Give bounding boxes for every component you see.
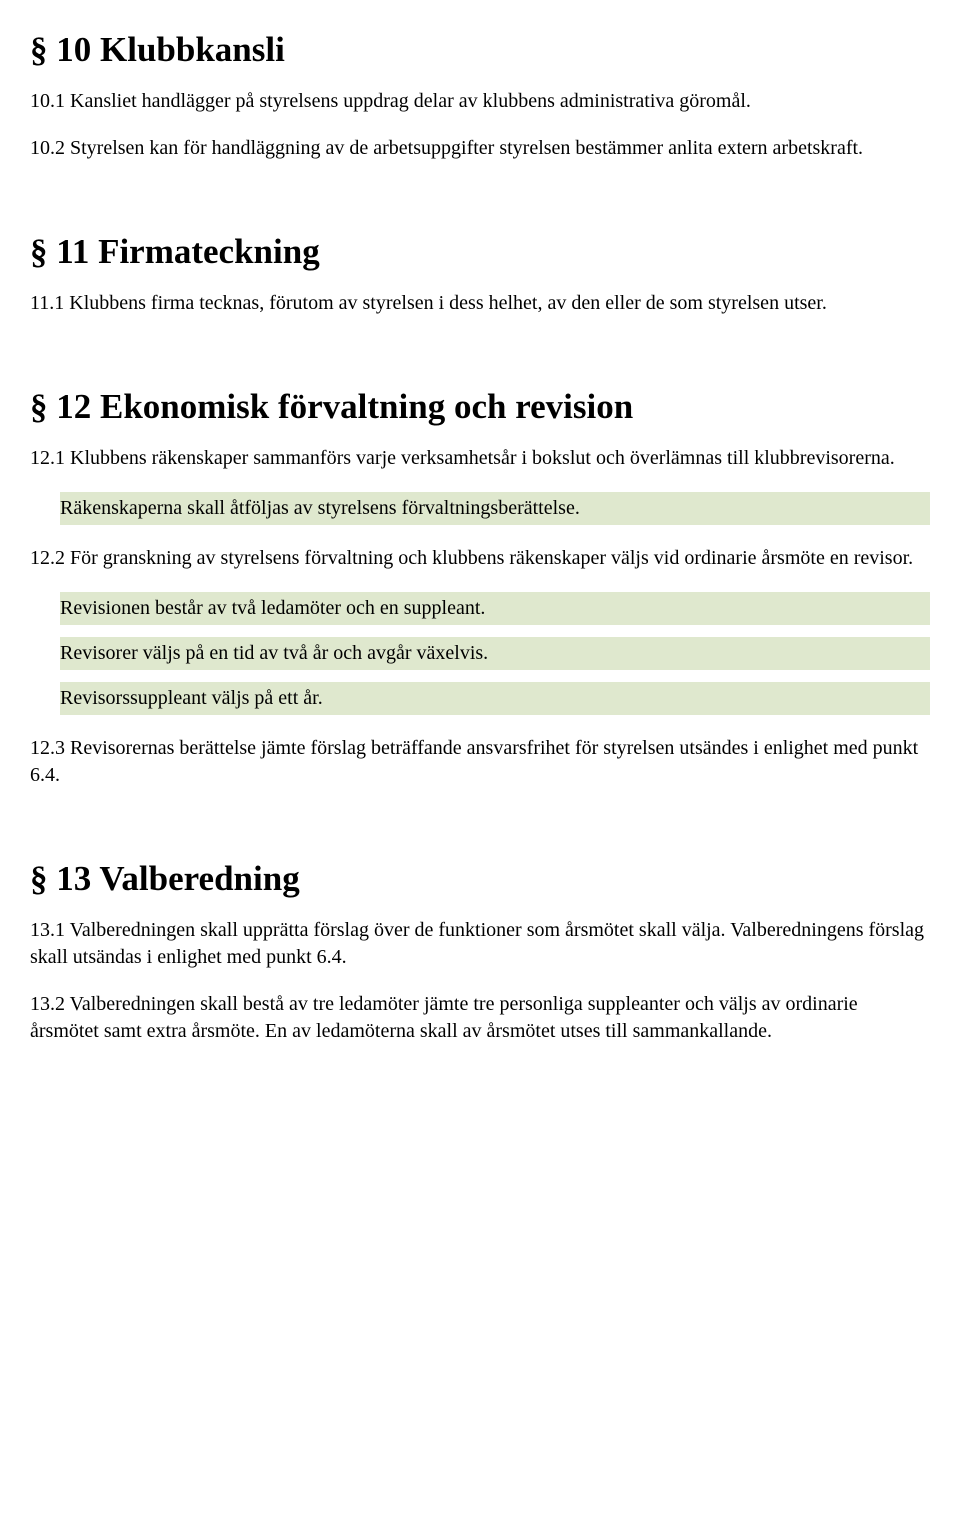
paragraph-12-2: 12.2 För granskning av styrelsens förval… xyxy=(30,545,930,572)
paragraph-12-3: 12.3 Revisorernas berättelse jämte försl… xyxy=(30,735,930,789)
highlight-12-rakenskaperna: Räkenskaperna skall åtföljas av styrelse… xyxy=(60,492,930,525)
section-11-heading: § 11 Firmateckning xyxy=(30,232,930,272)
paragraph-10-2: 10.2 Styrelsen kan för handläggning av d… xyxy=(30,135,930,162)
paragraph-11-1: 11.1 Klubbens firma tecknas, förutom av … xyxy=(30,290,930,317)
paragraph-13-2: 13.2 Valberedningen skall bestå av tre l… xyxy=(30,991,930,1045)
paragraph-12-1: 12.1 Klubbens räkenskaper sammanförs var… xyxy=(30,445,930,472)
paragraph-13-1: 13.1 Valberedningen skall upprätta försl… xyxy=(30,917,930,971)
paragraph-10-1: 10.1 Kansliet handlägger på styrelsens u… xyxy=(30,88,930,115)
section-10-heading: § 10 Klubbkansli xyxy=(30,30,930,70)
highlight-12-revisionen: Revisionen består av två ledamöter och e… xyxy=(60,592,930,625)
section-12-heading: § 12 Ekonomisk förvaltning och revision xyxy=(30,387,930,427)
section-13-heading: § 13 Valberedning xyxy=(30,859,930,899)
highlight-12-revisorer: Revisorer väljs på en tid av två år och … xyxy=(60,637,930,670)
highlight-12-revisorssuppleant: Revisorssuppleant väljs på ett år. xyxy=(60,682,930,715)
